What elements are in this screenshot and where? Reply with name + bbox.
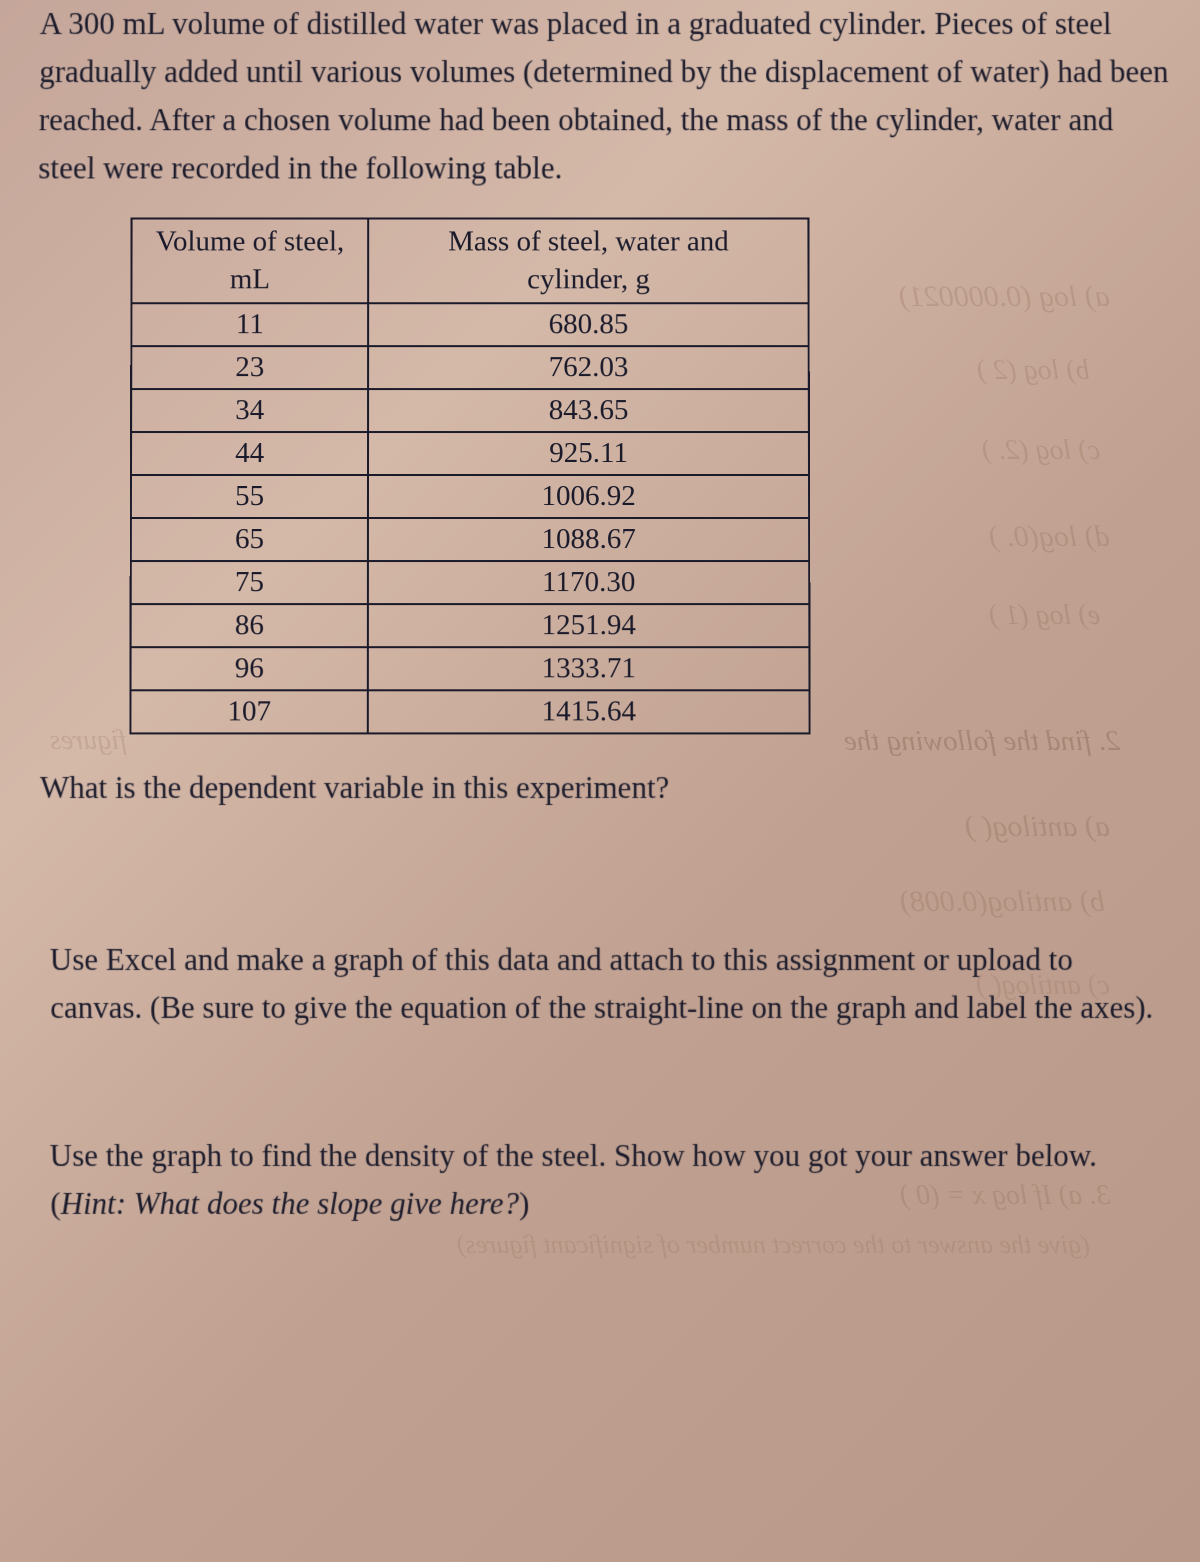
cell-mass: 1006.92 xyxy=(368,476,809,519)
table-row: 1071415.64 xyxy=(130,691,809,734)
table-row: 44925.11 xyxy=(131,433,809,476)
header-mass-line1: Mass of steel, water and xyxy=(448,226,729,258)
table-row: 551006.92 xyxy=(131,476,809,519)
bleed-text: a) antilog( ) xyxy=(965,810,1110,844)
bleed-text: b) antilog(0.008) xyxy=(900,885,1105,919)
header-volume-line2: mL xyxy=(230,263,270,295)
bleed-text: 2. find the following the xyxy=(844,725,1120,758)
header-volume: Volume of steel, mL xyxy=(131,219,368,304)
table-row: 23762.03 xyxy=(131,347,809,390)
table-row: 861251.94 xyxy=(131,605,810,648)
cell-mass: 1088.67 xyxy=(368,519,809,562)
question-2: Use Excel and make a graph of this data … xyxy=(30,936,1171,1032)
data-table: Volume of steel, mL Mass of steel, water… xyxy=(129,218,810,735)
cell-mass: 925.11 xyxy=(368,433,809,476)
question-3-hint: Hint: What does the slope give here? xyxy=(60,1186,519,1221)
bleed-text: figures xyxy=(50,725,127,757)
question-3: Use the graph to find the density of the… xyxy=(29,1132,1170,1228)
header-mass-line2: cylinder, g xyxy=(527,263,650,295)
cell-volume: 34 xyxy=(131,390,368,433)
cell-mass: 762.03 xyxy=(368,347,808,390)
table-row: 11680.85 xyxy=(131,304,808,347)
cell-volume: 86 xyxy=(131,605,369,648)
table-row: 651088.67 xyxy=(131,519,809,562)
cell-mass: 1333.71 xyxy=(368,648,809,691)
cell-volume: 44 xyxy=(131,433,368,476)
cell-volume: 107 xyxy=(130,691,368,734)
table-row: 34843.65 xyxy=(131,390,809,433)
cell-volume: 65 xyxy=(131,519,368,562)
cell-volume: 11 xyxy=(131,304,368,347)
cell-volume: 23 xyxy=(131,347,368,390)
bleed-text: c) log (2. ) xyxy=(982,435,1100,467)
cell-mass: 1170.30 xyxy=(368,562,809,605)
cell-volume: 96 xyxy=(130,648,368,691)
cell-mass: 1415.64 xyxy=(368,691,809,734)
question-1: What is the dependent variable in this e… xyxy=(30,770,1170,806)
data-table-container: Volume of steel, mL Mass of steel, water… xyxy=(129,218,810,735)
table-row: 961333.71 xyxy=(130,648,809,691)
question-3-part2: ) xyxy=(519,1186,529,1221)
cell-volume: 55 xyxy=(131,476,368,519)
intro-paragraph: A 300 mL volume of distilled water was p… xyxy=(28,0,1172,193)
bleed-text: (give the answer to the correct number o… xyxy=(457,1230,1090,1260)
bleed-text: a) log (0.000021) xyxy=(899,280,1110,314)
cell-mass: 1251.94 xyxy=(368,605,809,648)
bleed-text: d) log(0. ) xyxy=(989,520,1110,554)
bleed-text: e) log (1 ) xyxy=(989,600,1100,632)
header-volume-line1: Volume of steel, xyxy=(156,226,344,258)
cell-volume: 75 xyxy=(131,562,369,605)
cell-mass: 843.65 xyxy=(368,390,809,433)
header-mass: Mass of steel, water and cylinder, g xyxy=(368,219,808,304)
table-row: 751170.30 xyxy=(131,562,810,605)
cell-mass: 680.85 xyxy=(368,304,808,347)
bleed-text: b) log (2 ) xyxy=(977,355,1090,387)
table-header-row: Volume of steel, mL Mass of steel, water… xyxy=(131,219,808,304)
